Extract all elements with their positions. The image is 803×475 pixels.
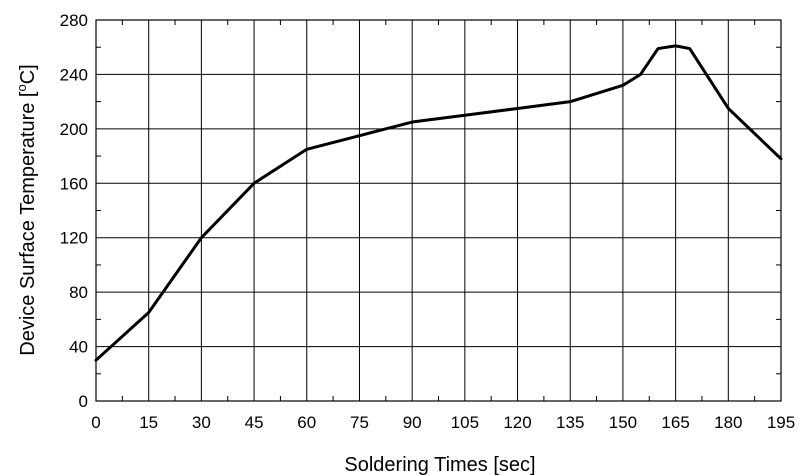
x-tick-label: 165: [661, 413, 689, 432]
y-tick-label: 0: [79, 392, 88, 411]
y-tick-label: 240: [60, 65, 88, 84]
temperature-profile-line: [94, 44, 783, 362]
y-axis-title: Device Surface Temperature [oC]: [14, 64, 39, 355]
x-tick-labels: 0 15 30 45 60 75 90 105 120 135 150 165 180 195: [91, 413, 795, 432]
y-tick-labels: 0 40 80 120 160 200 240 280: [60, 11, 88, 411]
x-tick-label: 135: [556, 413, 584, 432]
x-tick-label: 90: [403, 413, 422, 432]
y-axis-title-degree: o: [14, 84, 29, 91]
x-tick-label: 195: [767, 413, 795, 432]
y-axis-title-unit: C]: [17, 64, 39, 84]
y-tick-label: 40: [69, 338, 88, 357]
x-tick-label: 30: [192, 413, 211, 432]
y-tick-label: 120: [60, 229, 88, 248]
plot-frame: [95, 19, 782, 402]
series-group: [94, 44, 783, 362]
x-tick-label: 15: [139, 413, 158, 432]
y-tick-label: 200: [60, 120, 88, 139]
x-tick-label: 180: [714, 413, 742, 432]
x-axis-title: Soldering Times [sec]: [344, 454, 535, 475]
y-tick-label: 80: [69, 283, 88, 302]
x-tick-label: 75: [350, 413, 369, 432]
y-tick-label: 160: [60, 174, 88, 193]
x-tick-label: 105: [451, 413, 479, 432]
y-axis-title-main: Device Surface Temperature [: [17, 91, 39, 356]
x-tick-label: 120: [503, 413, 531, 432]
x-tick-label: 150: [609, 413, 637, 432]
x-tick-label: 60: [297, 413, 316, 432]
minor-ticks: [96, 20, 781, 401]
x-tick-label: 0: [91, 413, 100, 432]
y-tick-label: 280: [60, 11, 88, 30]
grid: [95, 19, 782, 402]
x-tick-label: 45: [245, 413, 264, 432]
